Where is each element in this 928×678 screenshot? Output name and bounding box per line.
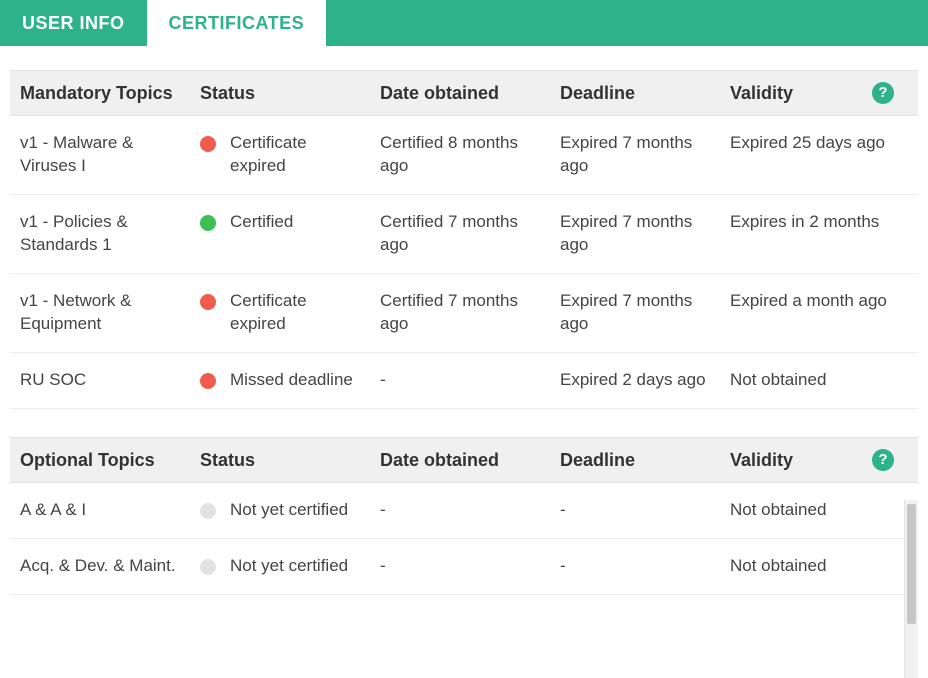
status-cell: Not yet certified [190,555,370,578]
date-cell: - [370,499,550,522]
mandatory-table: Mandatory Topics Status Date obtained De… [10,70,918,409]
content-area: Mandatory Topics Status Date obtained De… [0,46,928,678]
tab-bar: USER INFO CERTIFICATES [0,0,928,46]
tab-certificates[interactable]: CERTIFICATES [147,0,327,46]
status-dot-icon [200,215,216,231]
deadline-cell: Expired 2 days ago [550,369,720,392]
status-dot-icon [200,559,216,575]
col-validity-label[interactable]: Validity [730,448,793,472]
scrollbar-thumb[interactable] [907,504,916,624]
status-text: Missed deadline [230,369,360,392]
validity-cell: Expires in 2 months [720,211,918,234]
col-date-obtained[interactable]: Date obtained [370,81,550,105]
tab-user-info[interactable]: USER INFO [0,0,147,46]
col-status[interactable]: Status [190,81,370,105]
deadline-cell: - [550,499,720,522]
topic-cell: v1 - Network & Equipment [10,290,190,336]
validity-cell: Expired a month ago [720,290,918,313]
scrollbar[interactable] [904,500,918,678]
date-cell: - [370,369,550,392]
status-text: Not yet certified [230,555,360,578]
status-text: Not yet certified [230,499,360,522]
validity-cell: Not obtained [720,499,918,522]
col-validity: Validity ? [720,448,918,472]
col-validity: Validity ? [720,81,918,105]
validity-cell: Not obtained [720,555,918,578]
date-cell: Certified 8 months ago [370,132,550,178]
table-row: v1 - Malware & Viruses I Certificate exp… [10,116,918,195]
deadline-cell: Expired 7 months ago [550,211,720,257]
topic-cell: RU SOC [10,369,190,392]
date-cell: Certified 7 months ago [370,290,550,336]
table-row: v1 - Network & Equipment Certificate exp… [10,274,918,353]
status-dot-icon [200,294,216,310]
date-cell: - [370,555,550,578]
status-cell: Certificate expired [190,132,370,178]
topic-cell: v1 - Policies & Standards 1 [10,211,190,257]
help-icon[interactable]: ? [872,82,894,104]
status-text: Certified [230,211,360,234]
col-date-obtained[interactable]: Date obtained [370,448,550,472]
topic-cell: Acq. & Dev. & Maint. [10,555,190,578]
col-optional-topics[interactable]: Optional Topics [10,448,190,472]
deadline-cell: Expired 7 months ago [550,132,720,178]
status-dot-icon [200,136,216,152]
deadline-cell: Expired 7 months ago [550,290,720,336]
status-dot-icon [200,373,216,389]
status-cell: Missed deadline [190,369,370,392]
mandatory-table-header: Mandatory Topics Status Date obtained De… [10,70,918,116]
table-row: A & A & I Not yet certified - - Not obta… [10,483,918,539]
status-cell: Not yet certified [190,499,370,522]
status-cell: Certificate expired [190,290,370,336]
status-text: Certificate expired [230,290,360,336]
deadline-cell: - [550,555,720,578]
date-cell: Certified 7 months ago [370,211,550,257]
table-row: v1 - Policies & Standards 1 Certified Ce… [10,195,918,274]
col-deadline[interactable]: Deadline [550,81,720,105]
col-deadline[interactable]: Deadline [550,448,720,472]
status-text: Certificate expired [230,132,360,178]
optional-table: Optional Topics Status Date obtained Dea… [10,437,918,595]
status-dot-icon [200,503,216,519]
status-cell: Certified [190,211,370,234]
table-row: RU SOC Missed deadline - Expired 2 days … [10,353,918,409]
table-row: Acq. & Dev. & Maint. Not yet certified -… [10,539,918,595]
col-mandatory-topics[interactable]: Mandatory Topics [10,81,190,105]
validity-cell: Not obtained [720,369,918,392]
help-icon[interactable]: ? [872,449,894,471]
col-status[interactable]: Status [190,448,370,472]
optional-table-header: Optional Topics Status Date obtained Dea… [10,437,918,483]
topic-cell: v1 - Malware & Viruses I [10,132,190,178]
validity-cell: Expired 25 days ago [720,132,918,155]
topic-cell: A & A & I [10,499,190,522]
col-validity-label[interactable]: Validity [730,81,793,105]
